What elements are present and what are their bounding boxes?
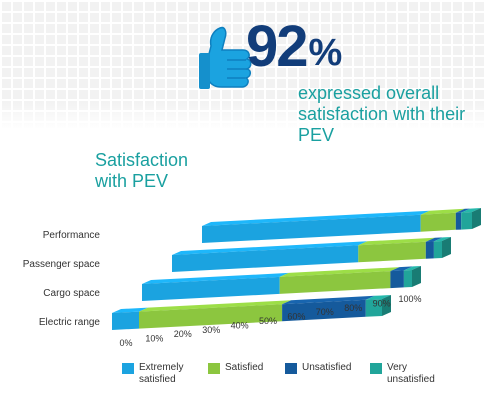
bar-top-electric-range-satisfied: [139, 300, 292, 312]
x-tick-label: 100%: [398, 294, 421, 304]
satisfaction-percent: 92%: [246, 18, 343, 76]
legend-label: Satisfied: [225, 362, 264, 373]
category-label: Passenger space: [23, 259, 101, 270]
x-tick-label: 60%: [287, 312, 305, 322]
bar-top-cargo-space-extremely-satisfied: [142, 272, 289, 284]
x-tick-label: 50%: [259, 316, 277, 326]
bar-top-performance-very-unsatisfied: [461, 208, 481, 213]
bar-segment-passenger-space-unsatisfied: [425, 241, 434, 259]
bar-top-electric-range-extremely-satisfied: [112, 307, 148, 313]
percent-value: 92: [246, 14, 308, 79]
bar-top-cargo-space-unsatisfied: [390, 266, 413, 272]
bar-end-cargo-space: [412, 266, 421, 287]
bar-segment-electric-range-extremely-satisfied: [112, 311, 139, 330]
legend-item: Very unsatisfied: [370, 362, 435, 386]
bar-segment-passenger-space-extremely-satisfied: [172, 245, 359, 272]
bar-segment-passenger-space-very-unsatisfied: [433, 241, 442, 259]
x-tick-label: 90%: [373, 298, 391, 308]
bar-end-passenger-space: [442, 237, 451, 258]
bar-top-passenger-space-very-unsatisfied: [433, 237, 451, 242]
bar-top-electric-range-very-unsatisfied: [365, 295, 391, 300]
legend-label: Extremely satisfied: [139, 362, 184, 385]
bar-segment-cargo-space-extremely-satisfied: [142, 276, 280, 301]
category-label: Cargo space: [43, 288, 100, 299]
legend-swatch: [208, 363, 220, 374]
x-tick-label: 0%: [119, 338, 132, 348]
percent-sign: %: [308, 32, 343, 74]
legend-label: Unsatisfied: [302, 362, 352, 373]
bar-top-performance-satisfied: [420, 208, 465, 215]
legend-item: Extremely satisfied: [122, 362, 183, 386]
bar-top-cargo-space-very-unsatisfied: [403, 266, 421, 271]
x-tick-label: 40%: [231, 320, 249, 330]
bar-segment-cargo-space-satisfied: [279, 271, 391, 294]
bar-group: [112, 208, 481, 330]
bar-segment-electric-range-very-unsatisfied: [365, 299, 382, 317]
bar-segment-electric-range-satisfied: [139, 304, 283, 329]
legend-label: Very unsatisfied: [387, 362, 435, 385]
bar-segment-performance-very-unsatisfied: [461, 212, 472, 230]
bar-segment-electric-range-unsatisfied: [282, 299, 366, 322]
bar-top-cargo-space-satisfied: [279, 267, 400, 277]
x-tick-label: 20%: [174, 329, 192, 339]
bar-end-electric-range: [382, 295, 391, 316]
bar-segment-performance-satisfied: [420, 212, 456, 232]
bar-top-passenger-space-satisfied: [358, 237, 435, 246]
legend-swatch: [285, 363, 297, 374]
headline: expressed overall satisfaction with thei…: [298, 83, 466, 145]
x-tick-label: 30%: [202, 325, 220, 335]
bar-segment-performance-unsatisfied: [455, 212, 462, 230]
legend-swatch: [370, 363, 382, 374]
x-tick-label: 70%: [316, 307, 334, 317]
category-labels: Performance Passenger space Cargo space Ele…: [23, 230, 101, 328]
legend: Extremely satisfied Satisfied Unsatisfied V…: [122, 362, 482, 402]
chart-title: Satisfaction with PEV: [95, 150, 189, 191]
bar-top-performance-extremely-satisfied: [202, 210, 430, 226]
legend-swatch: [122, 363, 134, 374]
header-fade: [0, 100, 485, 130]
category-label: Electric range: [39, 317, 101, 328]
legend-item: Satisfied: [208, 362, 263, 374]
category-label: Performance: [43, 230, 101, 241]
thumbs-up-icon: [197, 26, 259, 109]
bar-top-passenger-space-extremely-satisfied: [172, 241, 368, 255]
bar-top-passenger-space-unsatisfied: [425, 237, 443, 242]
bar-top-performance-unsatisfied: [455, 208, 471, 213]
x-axis-ticks: 0% 10% 20% 30% 40% 50% 60% 70% 80% 90% 100%: [119, 294, 421, 348]
bar-segment-performance-extremely-satisfied: [202, 214, 421, 243]
bar-segment-passenger-space-satisfied: [358, 241, 426, 263]
x-tick-label: 10%: [145, 334, 163, 344]
bar-end-performance: [472, 208, 481, 229]
bar-segment-cargo-space-very-unsatisfied: [403, 270, 412, 288]
legend-item: Unsatisfied: [285, 362, 351, 374]
bar-top-electric-range-unsatisfied: [282, 295, 375, 305]
x-tick-label: 80%: [344, 303, 362, 313]
bar-segment-cargo-space-unsatisfied: [390, 270, 404, 289]
